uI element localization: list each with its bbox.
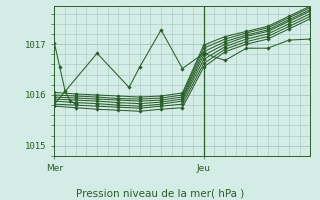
Text: Pression niveau de la mer( hPa ): Pression niveau de la mer( hPa ) <box>76 188 244 198</box>
